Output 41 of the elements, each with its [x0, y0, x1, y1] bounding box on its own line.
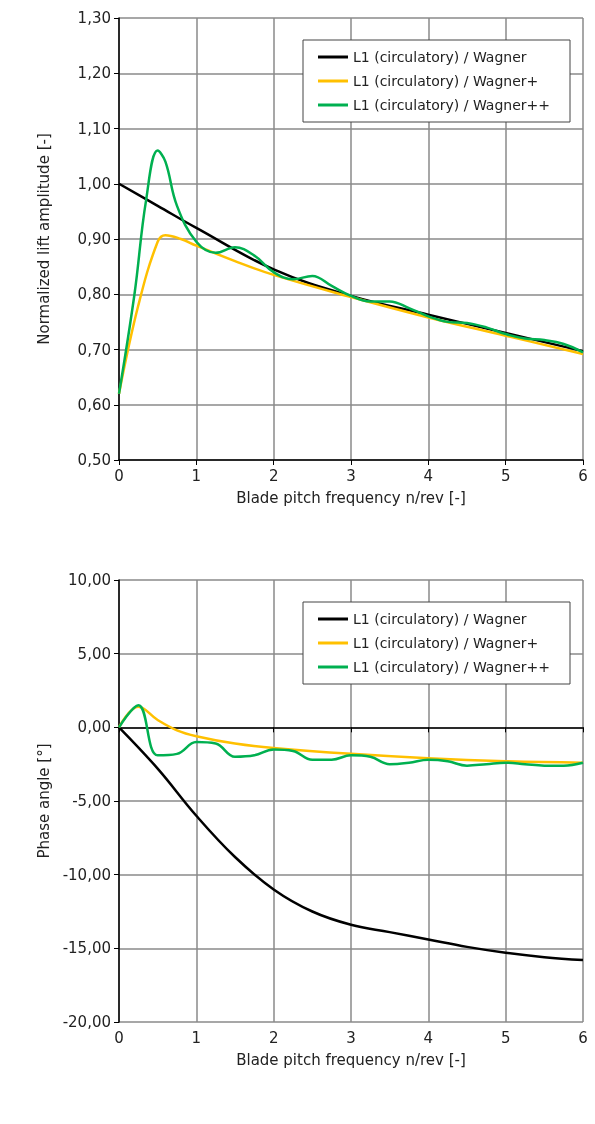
- y-tick-label: 0,50: [77, 451, 111, 469]
- y-tick-label: 10,00: [68, 571, 111, 589]
- x-axis-title: Blade pitch frequency n/rev [-]: [236, 1050, 466, 1069]
- legend-label: L1 (circulatory) / Wagner: [353, 611, 527, 627]
- x-tick-label: 2: [268, 466, 279, 485]
- legend-label: L1 (circulatory) / Wagner+: [353, 73, 539, 89]
- y-axis-title: Normalized lift amplitude [-]: [34, 133, 53, 345]
- y-tick-label: -5,00: [72, 792, 111, 810]
- x-tick-label: 0: [114, 466, 124, 485]
- x-tick-label: 2: [268, 1028, 279, 1047]
- y-tick-label: 1,30: [77, 9, 111, 27]
- y-axis-title: Phase angle [°]: [34, 743, 53, 859]
- x-tick-label: 5: [500, 466, 511, 485]
- x-tick-label: 6: [578, 466, 588, 485]
- y-tick-label: -15,00: [62, 939, 111, 958]
- x-tick-label: 1: [191, 1028, 202, 1047]
- y-tick-label: 0,80: [77, 285, 111, 304]
- y-tick-label: -20,00: [62, 1013, 111, 1031]
- legend-label: L1 (circulatory) / Wagner++: [353, 97, 550, 113]
- legend-label: L1 (circulatory) / Wagner++: [353, 659, 550, 675]
- y-tick-label: 1,10: [77, 119, 111, 138]
- x-tick-label: 4: [423, 466, 434, 485]
- x-tick-label: 6: [578, 1028, 588, 1047]
- x-tick-label: 3: [346, 466, 356, 485]
- x-tick-label: 1: [191, 466, 202, 485]
- y-tick-label: 5,00: [77, 644, 111, 663]
- y-tick-label: -10,00: [62, 865, 111, 884]
- x-tick-label: 0: [114, 1028, 124, 1047]
- y-tick-label: 1,20: [77, 64, 111, 83]
- y-tick-label: 0,90: [77, 230, 111, 248]
- legend-label: L1 (circulatory) / Wagner: [353, 49, 527, 65]
- x-axis-title: Blade pitch frequency n/rev [-]: [236, 488, 466, 507]
- legend-label: L1 (circulatory) / Wagner+: [353, 635, 539, 651]
- y-tick-label: 0,70: [77, 340, 111, 359]
- y-tick-label: 0,60: [77, 395, 111, 414]
- x-tick-label: 4: [423, 1028, 434, 1047]
- line-series: [117, 149, 585, 395]
- x-tick-label: 3: [346, 1028, 356, 1047]
- y-tick-label: 0,00: [77, 718, 111, 737]
- x-tick-label: 5: [500, 1028, 511, 1047]
- y-tick-label: 1,00: [77, 174, 111, 193]
